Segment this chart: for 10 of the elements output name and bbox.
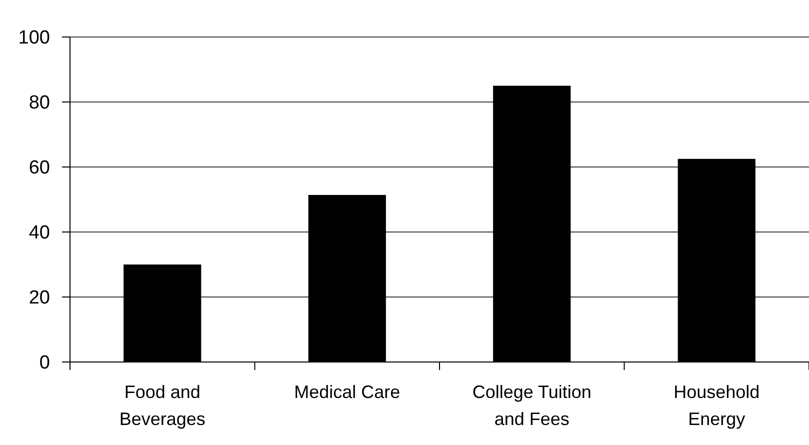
y-tick-label: 80: [28, 92, 50, 114]
x-tick-label: Food and Beverages: [119, 382, 206, 429]
y-tick-label: 100: [18, 28, 50, 49]
y-tick-label: 40: [28, 222, 50, 244]
x-tick-label: College Tuition and Fees: [472, 382, 592, 429]
x-tick-label: Medical Care: [294, 382, 400, 402]
y-tick-label: 60: [28, 158, 50, 179]
y-tick-label: 0: [39, 352, 50, 374]
x-tick-label: Household Energy: [674, 382, 760, 429]
y-tick-label: 20: [28, 288, 50, 309]
